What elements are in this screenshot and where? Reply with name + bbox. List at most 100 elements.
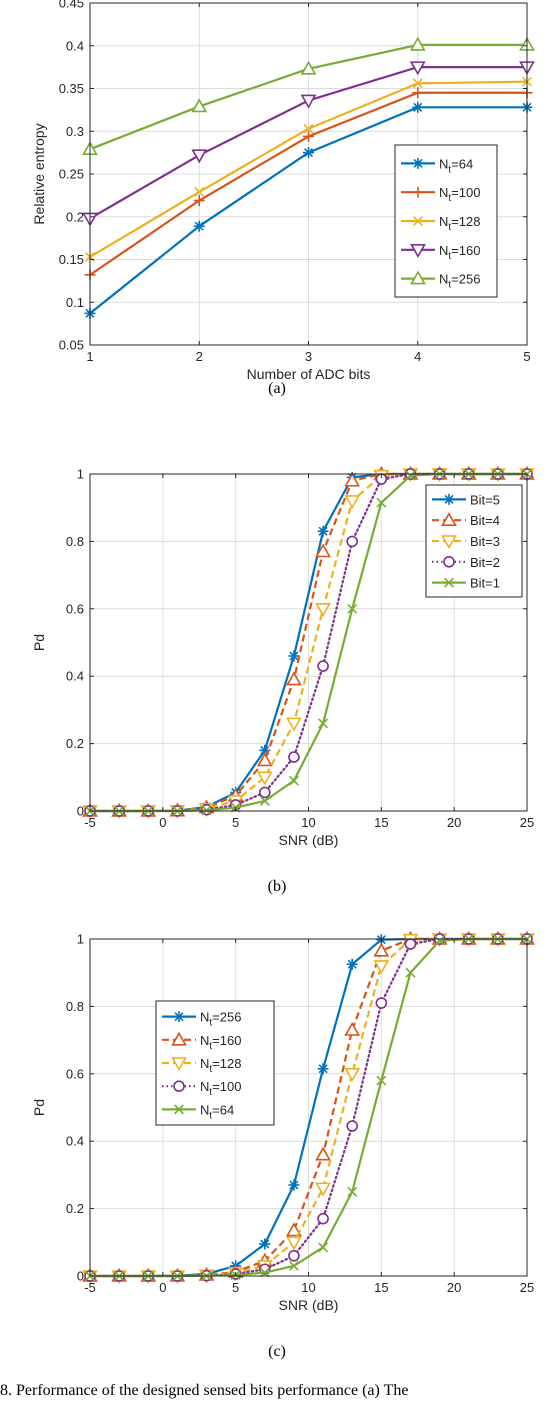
data-point xyxy=(346,535,359,548)
legend-marker xyxy=(171,1057,187,1072)
ticks xyxy=(89,473,528,812)
y-tick-label: 0.2 xyxy=(66,736,84,751)
legend-marker xyxy=(413,216,423,226)
ticks xyxy=(89,2,528,346)
legend-label: Nt=160 xyxy=(200,1033,241,1052)
data-point xyxy=(286,1222,302,1237)
y-tick-label: 0.6 xyxy=(66,1066,84,1081)
data-point xyxy=(288,751,300,763)
data-point xyxy=(376,1075,387,1086)
y-axis-label: Relative entropy xyxy=(31,123,47,224)
x-tick-label: 25 xyxy=(520,815,534,830)
data-point xyxy=(318,1242,329,1253)
data-point xyxy=(256,771,273,786)
chart-b-caption: (b) xyxy=(267,878,287,895)
legend-label: Nt=256 xyxy=(439,272,480,291)
chart-panel-b: -5 0 5 10 15 20 25 0 0.2 0.4 0.6 0.8 1 SNR (dB) Pd Bit=… xyxy=(0,458,554,908)
data-point xyxy=(303,130,314,142)
data-point xyxy=(315,1182,331,1197)
x-tick-label: 4 xyxy=(414,349,421,364)
legend-label: Bit=5 xyxy=(470,492,500,507)
x-tick-label: -5 xyxy=(84,815,96,830)
chart-panel-c: -5 0 5 10 15 20 25 0 0.2 0.4 0.6 0.8 1 SNR (dB) Pd Nt=2… xyxy=(0,923,554,1373)
data-point xyxy=(288,1179,300,1191)
legend-label: Bit=2 xyxy=(470,555,500,570)
data-point xyxy=(317,525,329,537)
y-tick-label: 0 xyxy=(77,804,84,819)
data-point xyxy=(344,472,361,487)
y-axis-label: Pd xyxy=(31,634,47,651)
x-tick-label: 1 xyxy=(86,349,93,364)
legend-label: Nt=100 xyxy=(439,185,480,204)
data-point xyxy=(404,938,417,950)
x-tick-label: 15 xyxy=(374,1280,388,1295)
data-point xyxy=(375,997,388,1009)
data-point xyxy=(317,660,329,672)
figure-caption: 8. Performance of the designed sensed bi… xyxy=(0,1382,409,1399)
y-tick-label: 0.35 xyxy=(59,81,84,96)
y-tick-label: 0.3 xyxy=(66,124,84,139)
legend-label: Nt=100 xyxy=(200,1079,241,1098)
y-tick-label: 0.4 xyxy=(66,669,84,684)
data-point xyxy=(346,958,358,970)
data-point xyxy=(288,775,299,786)
x-tick-label: 20 xyxy=(447,815,461,830)
data-point xyxy=(288,650,300,662)
data-point xyxy=(373,960,390,975)
y-tick-label: 0.2 xyxy=(66,1201,84,1216)
legend-marker xyxy=(174,1104,184,1115)
legend-marker xyxy=(173,1080,185,1092)
chart-a: 1 2 3 4 5 0.05 0.1 0.15 0.2 0.25 0.3 0.35 0.4 0.45 Num… xyxy=(31,0,535,382)
y-tick-label: 0.8 xyxy=(66,999,84,1014)
legend-marker xyxy=(410,270,426,285)
data-point xyxy=(376,497,387,508)
data-point xyxy=(412,101,424,113)
data-point xyxy=(344,1068,361,1082)
data-point xyxy=(193,220,205,232)
data-point xyxy=(344,1021,361,1036)
legend-marker xyxy=(443,556,455,568)
data-point xyxy=(315,603,331,617)
data-point xyxy=(193,195,205,207)
data-point xyxy=(405,967,416,978)
data-point xyxy=(409,61,426,76)
x-tick-label: 0 xyxy=(159,815,166,830)
legend-marker xyxy=(441,535,457,550)
data-point xyxy=(259,1238,271,1250)
data-point xyxy=(191,98,208,113)
x-tick-label: 15 xyxy=(374,815,388,830)
x-tick-label: 20 xyxy=(447,1280,461,1295)
legend-marker xyxy=(410,244,426,258)
legend: Nt=64 Nt=100 Nt=128 Nt=160 Nt=256 xyxy=(394,144,498,298)
y-tick-label: 0.2 xyxy=(66,209,84,224)
data-point xyxy=(412,87,424,99)
legend: Nt=256 Nt=160 Nt=128 Nt=100 Nt=64 xyxy=(155,1000,275,1126)
y-tick-label: 0.25 xyxy=(59,167,84,182)
y-tick-label: 0.45 xyxy=(59,0,84,11)
legend-label: Nt=160 xyxy=(439,243,480,262)
legend-box xyxy=(425,484,523,598)
data-point xyxy=(315,543,331,558)
legend-marker xyxy=(441,512,457,526)
legend-label: Bit=3 xyxy=(470,534,500,549)
y-tick-label: 0.4 xyxy=(66,38,84,53)
x-axis-label: SNR (dB) xyxy=(279,832,339,848)
x-axis-label: SNR (dB) xyxy=(279,1297,339,1313)
y-tick-label: 0.6 xyxy=(66,601,84,616)
y-tick-label: 0.1 xyxy=(66,295,84,310)
data-point xyxy=(303,147,314,159)
data-point xyxy=(405,470,416,481)
legend-label: Nt=128 xyxy=(200,1056,241,1075)
data-point xyxy=(258,786,271,799)
legend-label: Bit=1 xyxy=(470,576,500,591)
data-point xyxy=(191,149,208,164)
data-point xyxy=(201,805,212,816)
data-point xyxy=(344,495,361,510)
chart-c-caption: (c) xyxy=(268,1343,286,1360)
y-tick-label: 1 xyxy=(77,467,84,482)
data-point xyxy=(300,94,317,109)
ticks xyxy=(89,938,528,1277)
x-tick-label: 5 xyxy=(232,1280,239,1295)
data-point xyxy=(347,603,358,614)
y-axis-label: Pd xyxy=(31,1099,47,1116)
